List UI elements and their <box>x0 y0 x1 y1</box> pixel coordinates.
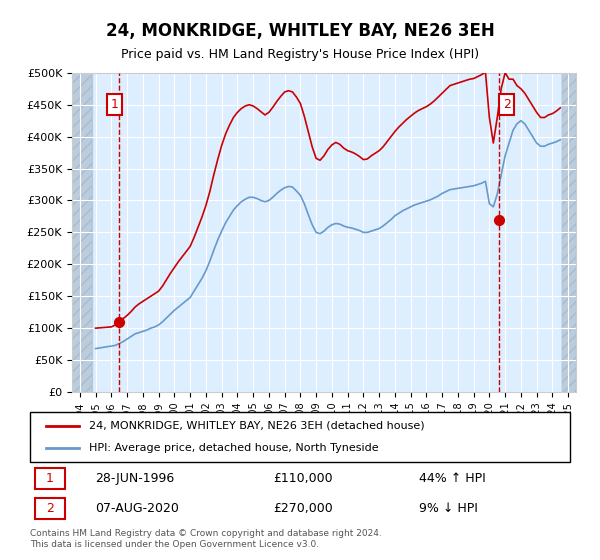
Text: 28-JUN-1996: 28-JUN-1996 <box>95 473 174 486</box>
Text: £110,000: £110,000 <box>273 473 332 486</box>
Text: 2: 2 <box>503 98 511 111</box>
Bar <box>562 73 576 392</box>
Text: 24, MONKRIDGE, WHITLEY BAY, NE26 3EH (detached house): 24, MONKRIDGE, WHITLEY BAY, NE26 3EH (de… <box>89 421 425 431</box>
Text: 24, MONKRIDGE, WHITLEY BAY, NE26 3EH: 24, MONKRIDGE, WHITLEY BAY, NE26 3EH <box>106 22 494 40</box>
Text: £270,000: £270,000 <box>273 502 333 515</box>
Bar <box>562 73 576 392</box>
Text: HPI: Average price, detached house, North Tyneside: HPI: Average price, detached house, Nort… <box>89 443 379 453</box>
FancyBboxPatch shape <box>35 468 65 489</box>
Text: 1: 1 <box>46 473 54 486</box>
Bar <box>72 73 92 392</box>
Text: 07-AUG-2020: 07-AUG-2020 <box>95 502 179 515</box>
Text: 1: 1 <box>110 98 118 111</box>
Text: Contains HM Land Registry data © Crown copyright and database right 2024.
This d: Contains HM Land Registry data © Crown c… <box>30 529 382 549</box>
Text: 9% ↓ HPI: 9% ↓ HPI <box>419 502 478 515</box>
FancyBboxPatch shape <box>30 412 570 462</box>
Text: 2: 2 <box>46 502 54 515</box>
Bar <box>72 73 92 392</box>
Text: Price paid vs. HM Land Registry's House Price Index (HPI): Price paid vs. HM Land Registry's House … <box>121 48 479 60</box>
FancyBboxPatch shape <box>35 498 65 519</box>
Text: 44% ↑ HPI: 44% ↑ HPI <box>419 473 485 486</box>
